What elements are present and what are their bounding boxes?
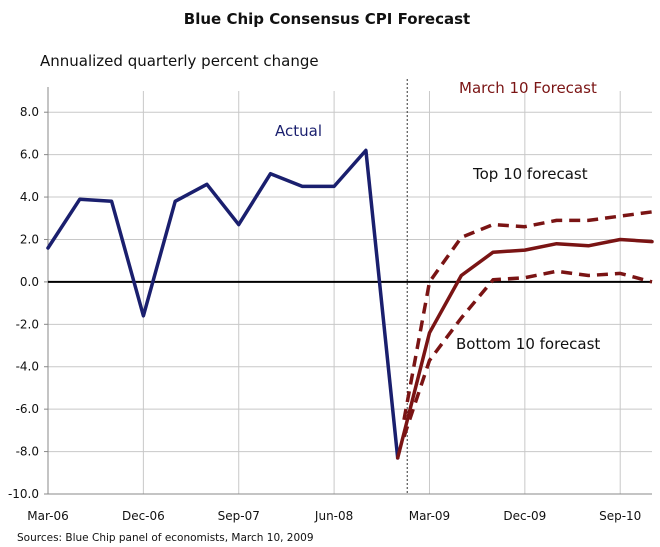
x-tick-label: Sep-10 [599, 509, 641, 523]
x-axis-ticks: Mar-06 Dec-06 Sep-07 Jun-08 Mar-09 Dec-09 Sep-… [27, 509, 641, 523]
y-tick-label: 0.0 [20, 275, 39, 289]
y-tick-label: 4.0 [20, 190, 39, 204]
x-tick-label: Jun-08 [314, 509, 353, 523]
series-lines [46, 148, 654, 460]
y-tick-label: -10.0 [8, 487, 39, 501]
y-axis-ticks: 8.0 6.0 4.0 2.0 0.0 -2.0 -4.0 -6.0 -8.0 -10.0 [8, 105, 48, 501]
y-tick-label: 8.0 [20, 105, 39, 119]
annotation-top-10: Top 10 forecast [472, 165, 588, 183]
y-axis-label: Annualized quarterly percent change [40, 52, 319, 70]
x-tick-label: Mar-09 [409, 509, 450, 523]
annotation-actual: Actual [275, 122, 322, 140]
y-tick-label: 2.0 [20, 232, 39, 246]
y-tick-label: -4.0 [16, 360, 39, 374]
plot-frame [47, 79, 652, 495]
gridlines [47, 91, 652, 495]
chart-title: Blue Chip Consensus CPI Forecast [184, 10, 470, 28]
x-tick-label: Dec-06 [122, 509, 165, 523]
series-line-actual [46, 148, 400, 460]
annotation-march-forecast: March 10 Forecast [459, 79, 597, 97]
annotation-bottom-10: Bottom 10 forecast [456, 335, 600, 353]
series-line-march-10-forecast [395, 237, 654, 460]
y-tick-label: -2.0 [16, 317, 39, 331]
x-tick-label: Dec-09 [503, 509, 546, 523]
y-tick-label: -8.0 [16, 445, 39, 459]
series-line-bottom-10-forecast [402, 269, 653, 438]
series-line-top-10-forecast [402, 210, 653, 421]
x-tick-label: Sep-07 [218, 509, 260, 523]
x-tick-label: Mar-06 [27, 509, 68, 523]
y-tick-label: -6.0 [16, 402, 39, 416]
source-note: Sources: Blue Chip panel of economists, … [17, 532, 314, 544]
y-tick-label: 6.0 [20, 148, 39, 162]
